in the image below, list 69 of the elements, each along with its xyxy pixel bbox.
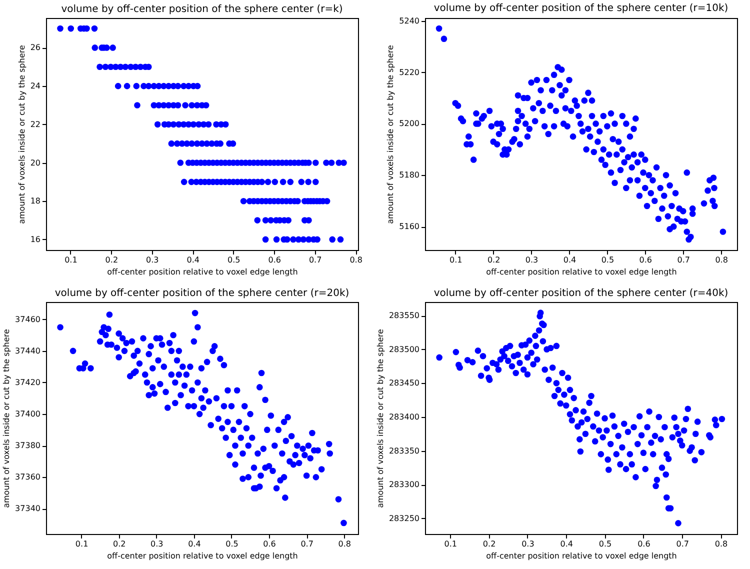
y-tick-label: 5180 [399,170,420,180]
x-tick-label: 0.2 [105,256,118,264]
x-axis-title: off-center position relative to voxel edge length [107,268,298,276]
chart-title: volume by off-center position of the sphere center (r=40k) [434,288,728,299]
x-tick-label: 0.5 [598,540,612,548]
chart-title: volume by off-center position of the sphere center (r=10k) [434,2,728,14]
x-tick-label: 0.5 [227,256,240,264]
y-tick-label: 37380 [15,441,40,450]
y-tick-label: 5160 [399,222,420,232]
y-tick-label: 5200 [399,119,420,128]
y-tick-label: 37440 [15,346,40,356]
x-tick-label: 0.7 [308,256,322,264]
x-tick-label: 0.4 [563,256,576,264]
x-tick-label: 0.2 [112,540,126,548]
x-tick-label: 0.2 [487,256,500,264]
y-tick-label: 283300 [388,480,420,490]
x-tick-label: 0.3 [146,256,159,264]
x-tick-label: 0.3 [525,256,538,264]
x-tick-label: 0.1 [64,256,78,264]
x-tick-label: 0.4 [186,256,200,264]
x-tick-label: 0.2 [482,540,496,548]
x-tick-label: 0.1 [444,540,457,548]
x-tick-label: 0.6 [639,256,652,264]
y-tick-label: 16 [30,234,40,244]
x-tick-label: 0.5 [226,540,238,548]
y-tick-label: 26 [30,43,40,52]
y-axis-title: amount of voxels inside or cut by the sphere [376,329,385,508]
x-tick-label: 0.3 [522,540,534,548]
x-axis-title: off-center position relative to voxel edge length [486,268,677,276]
y-tick-label: 18 [30,196,40,206]
x-tick-label: 0.8 [714,540,728,548]
x-tick-label: 0.6 [263,540,276,548]
x-tick-label: 0.7 [677,256,690,264]
x-tick-label: 0.6 [268,256,281,264]
chart-title: volume by off-center position of the sphere center (r=k) [61,4,343,15]
y-tick-label: 5240 [399,16,420,26]
x-tick-label: 0.8 [350,256,362,264]
x-tick-label: 0.1 [450,256,462,264]
y-tick-label: 37400 [15,410,40,419]
y-tick-label: 20 [30,158,40,168]
x-tick-label: 0.8 [715,256,728,264]
x-tick-label: 0.1 [75,540,88,548]
y-tick-label: 37360 [15,472,40,482]
y-tick-label: 5220 [399,68,420,77]
x-tick-label: 0.8 [338,540,351,548]
y-tick-label: 37340 [15,504,40,514]
x-axis-title: off-center position relative to voxel edge length [107,552,298,560]
x-tick-label: 0.4 [560,540,573,548]
y-tick-label: 22 [30,120,40,129]
y-tick-label: 283450 [388,378,420,388]
x-tick-label: 0.3 [150,540,164,548]
y-tick-label: 37420 [15,378,40,387]
chart-title: volume by off-center position of the sphere center (r=20k) [54,288,350,299]
y-tick-label: 283550 [388,311,420,320]
x-tick-label: 0.6 [638,540,650,548]
x-tick-label: 0.7 [676,540,689,548]
x-axis-title: off-center position relative to voxel edge length [486,552,677,560]
y-tick-label: 24 [30,82,40,91]
y-axis-title: amount of voxels inside or cut by the sphere [17,45,26,224]
y-axis-title: amount of voxels inside or cut by the sphere [2,329,12,508]
y-tick-label: 283250 [388,514,420,523]
y-tick-label: 283500 [388,344,420,354]
x-tick-label: 0.5 [601,256,614,264]
y-tick-label: 283400 [388,412,420,422]
x-tick-label: 0.7 [300,540,314,548]
y-axis-title: amount of voxels inside or cut by the sphere [386,45,396,224]
y-tick-label: 37460 [15,314,40,324]
x-tick-label: 0.4 [188,540,201,548]
y-tick-label: 283350 [388,446,420,456]
